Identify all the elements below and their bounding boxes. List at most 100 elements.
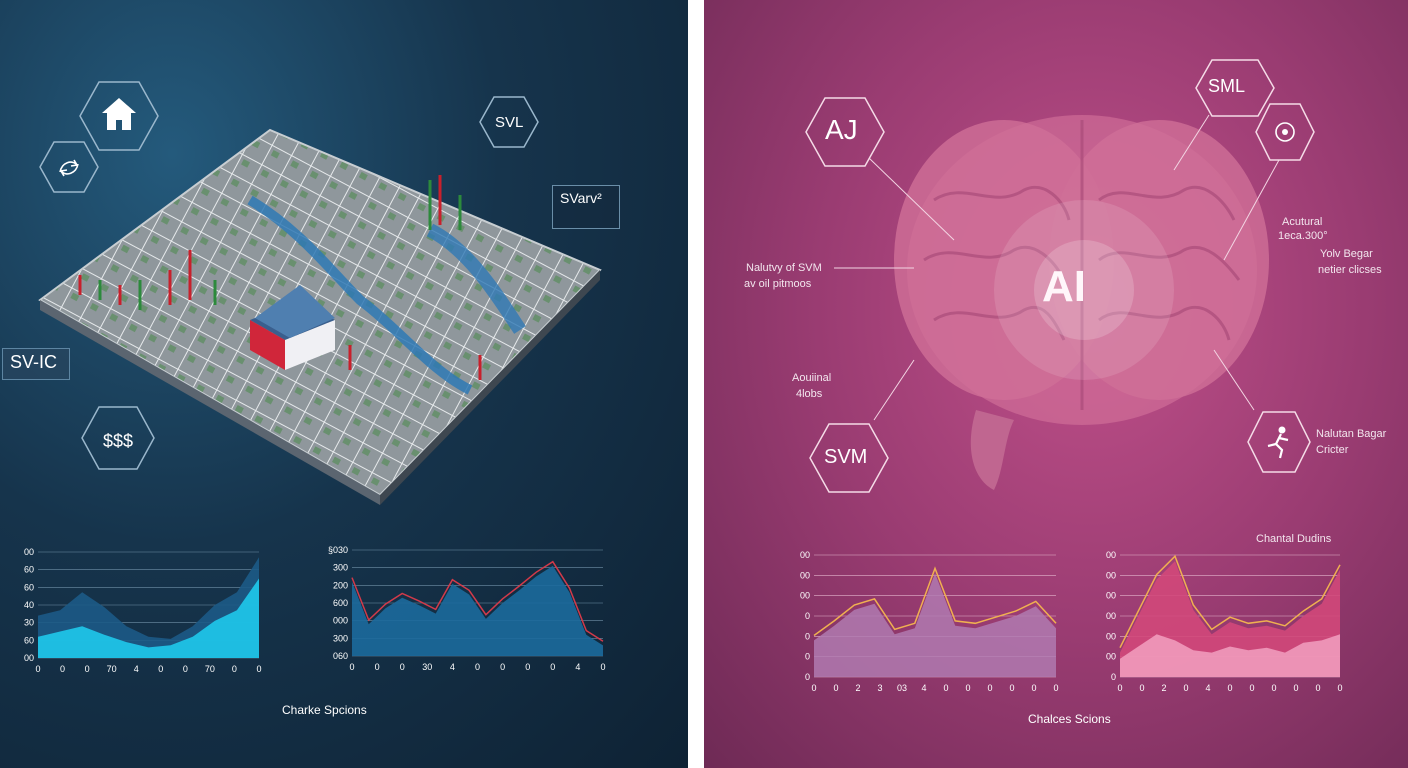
svl-node — [479, 96, 539, 148]
series-2-area — [1120, 634, 1340, 677]
x-tick-label: 0 — [1249, 683, 1254, 693]
y-tick-label: 060 — [333, 651, 348, 661]
y-tick-label: 0 — [805, 652, 810, 662]
real-estate-panel: $$$ SVL SVarv² SV-IC 00 60 60 40 30 60 00 0 0 0 70… — [0, 0, 688, 768]
annotation-1-line2: av oil pitmoos — [744, 278, 812, 290]
x-tick-label: 4 — [921, 683, 926, 693]
x-tick-label: 4 — [1205, 683, 1210, 693]
annotation-3-line1: Acutural — [1282, 216, 1323, 228]
x-tick-label: 0 — [987, 683, 992, 693]
svl-label: SVL — [495, 114, 524, 131]
series-1-line — [1119, 554, 1341, 649]
aj-node — [805, 97, 885, 167]
y-tick-label: 000 — [333, 616, 348, 626]
y-tick-label: 0 — [805, 611, 810, 621]
annotation-3-line2: 1eca.300° — [1278, 230, 1328, 242]
river — [247, 195, 473, 395]
y-tick-label: 00 — [24, 653, 34, 663]
y-tick-label: 60 — [24, 565, 34, 575]
runner-icon — [1247, 411, 1311, 473]
y-tick-label: 00 — [1106, 550, 1116, 560]
x-tick-label: 0 — [811, 683, 816, 693]
x-tick-label: 0 — [475, 662, 480, 672]
y-tick-label: 60 — [24, 582, 34, 592]
y-tick-label: 200 — [333, 580, 348, 590]
aj-label: AJ — [825, 114, 858, 145]
x-tick-label: 0 — [525, 662, 530, 672]
y-tick-label: 00 — [1106, 591, 1116, 601]
y-tick-label: 40 — [24, 600, 34, 610]
annotation-5-line1: Nalutan Bagar — [1316, 428, 1387, 440]
left-caption: Charke Spcions — [282, 703, 367, 717]
y-tick-label: 00 — [800, 550, 810, 560]
y-tick-label: 00 — [1106, 570, 1116, 580]
svarv-box — [552, 185, 620, 229]
y-tick-label: 60 — [24, 635, 34, 645]
x-tick-label: 4 — [450, 662, 455, 672]
ai-panel: AI AJ SML SVM Nalutvy of SVM av oil pitm… — [704, 0, 1408, 768]
y-tick-label: 0 — [805, 631, 810, 641]
x-tick-label: 0 — [965, 683, 970, 693]
house-model — [250, 285, 335, 370]
svarv-label: SVarv² — [560, 190, 602, 206]
x-tick-label: 0 — [349, 662, 354, 672]
x-tick-label: 0 — [1009, 683, 1014, 693]
x-tick-label: 03 — [897, 683, 907, 693]
y-tick-label: 00 — [1106, 652, 1116, 662]
svg-text:$$$: $$$ — [103, 431, 133, 451]
svm-label: SVM — [824, 446, 868, 468]
x-tick-label: 4 — [134, 664, 139, 674]
x-tick-label: 0 — [60, 664, 65, 674]
x-tick-label: 70 — [107, 664, 117, 674]
x-tick-label: 0 — [158, 664, 163, 674]
right-caption: Chalces Scions — [1028, 712, 1111, 726]
chart-annotation-title: Chantal Dudins — [1256, 533, 1332, 545]
series-1-area — [352, 565, 603, 656]
x-tick-label: 0 — [500, 662, 505, 672]
x-tick-label: 0 — [833, 683, 838, 693]
dollar-icon: $$$ — [81, 406, 155, 470]
svic-box — [2, 348, 70, 380]
annotation-1-line1: Nalutvy of SVM — [746, 262, 822, 274]
y-tick-label: 30 — [24, 618, 34, 628]
x-tick-label: 0 — [1293, 683, 1298, 693]
y-tick-label: 00 — [24, 547, 34, 557]
svm-node — [809, 423, 889, 493]
y-tick-label: 300 — [333, 563, 348, 573]
x-tick-label: 0 — [1315, 683, 1320, 693]
x-tick-label: 0 — [600, 662, 605, 672]
target-icon — [1255, 103, 1315, 161]
house-icon — [79, 81, 159, 151]
x-tick-label: 70 — [205, 664, 215, 674]
x-tick-label: 0 — [1337, 683, 1342, 693]
x-tick-label: 0 — [183, 664, 188, 674]
x-tick-label: 0 — [400, 662, 405, 672]
x-tick-label: 0 — [375, 662, 380, 672]
brain-illustration — [834, 114, 1280, 490]
annotation-4-line1: Yolv Begar — [1320, 248, 1373, 260]
series-1-line — [351, 560, 604, 642]
sml-label: SML — [1208, 76, 1246, 96]
annotation-5-line2: Cricter — [1316, 444, 1349, 456]
x-tick-label: 2 — [1161, 683, 1166, 693]
sml-node — [1195, 59, 1275, 117]
x-tick-label: 0 — [1139, 683, 1144, 693]
series-2-area — [38, 578, 259, 658]
y-tick-label: 00 — [1106, 631, 1116, 641]
x-tick-label: 0 — [1271, 683, 1276, 693]
series-1-area — [814, 573, 1056, 677]
x-tick-label: 0 — [256, 664, 261, 674]
x-tick-label: 0 — [1031, 683, 1036, 693]
x-tick-label: 0 — [1117, 683, 1122, 693]
x-tick-label: 0 — [1053, 683, 1058, 693]
svic-label: SV-IC — [10, 352, 58, 372]
x-tick-label: 0 — [943, 683, 948, 693]
x-tick-label: 0 — [85, 664, 90, 674]
x-tick-label: 0 — [1227, 683, 1232, 693]
x-tick-label: 4 — [575, 662, 580, 672]
city-map — [38, 128, 602, 505]
y-tick-label: 00 — [1106, 611, 1116, 621]
